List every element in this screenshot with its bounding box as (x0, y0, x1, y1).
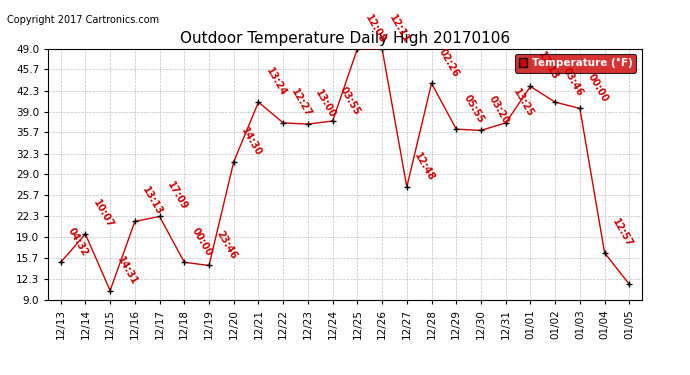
Text: 13:13: 13:13 (140, 186, 164, 218)
Text: 17:09: 17:09 (165, 180, 189, 212)
Text: 03:20: 03:20 (486, 94, 511, 126)
Text: 14:31: 14:31 (116, 255, 140, 286)
Text: 12:11: 12:11 (388, 13, 412, 45)
Text: 12:08: 12:08 (363, 13, 387, 45)
Text: 10:07: 10:07 (91, 198, 115, 230)
Text: 12:27: 12:27 (288, 87, 313, 119)
Text: Copyright 2017 Cartronics.com: Copyright 2017 Cartronics.com (7, 15, 159, 25)
Text: 03:46: 03:46 (561, 66, 585, 98)
Title: Outdoor Temperature Daily High 20170106: Outdoor Temperature Daily High 20170106 (180, 31, 510, 46)
Text: 12:48: 12:48 (413, 151, 437, 183)
Text: 14:30: 14:30 (239, 126, 264, 158)
Text: 23:46: 23:46 (215, 230, 239, 261)
Text: 12:57: 12:57 (610, 217, 634, 249)
Text: 05:55: 05:55 (462, 93, 486, 125)
Text: 13:00: 13:00 (313, 88, 337, 120)
Text: 04:32: 04:32 (66, 226, 90, 258)
Text: 00:00: 00:00 (190, 226, 214, 258)
Legend: Temperature (°F): Temperature (°F) (515, 54, 636, 72)
Text: 02:26: 02:26 (437, 47, 461, 79)
Text: 03:55: 03:55 (338, 85, 362, 117)
Text: 00:00: 00:00 (585, 72, 609, 104)
Text: 13:25: 13:25 (511, 87, 535, 119)
Text: 13:24: 13:24 (264, 66, 288, 98)
Text: 12:13: 12:13 (536, 50, 560, 82)
